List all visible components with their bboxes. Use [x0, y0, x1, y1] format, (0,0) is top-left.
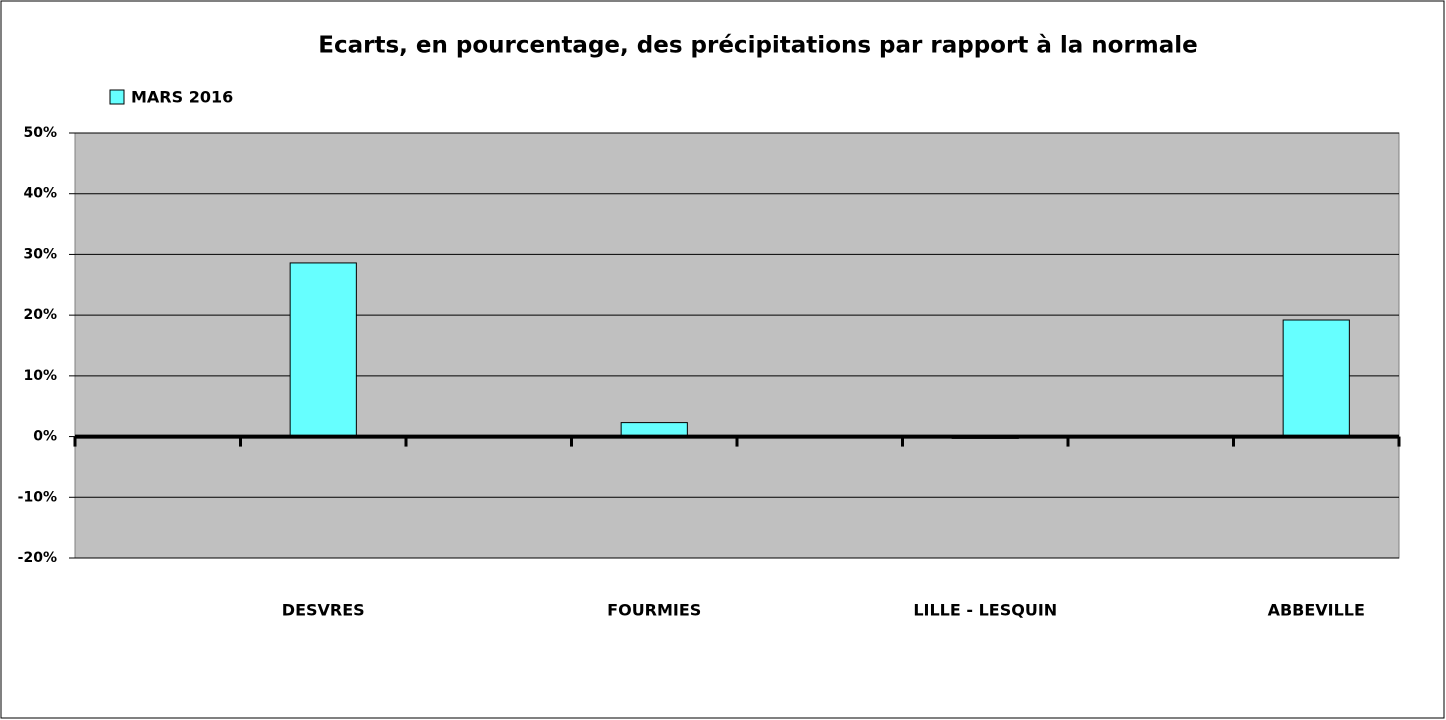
- y-tick-label: 30%: [23, 246, 57, 262]
- y-tick-label: 40%: [23, 186, 57, 202]
- bar: [289, 262, 357, 438]
- y-tick-label: -10%: [18, 489, 57, 505]
- x-tick-label: LILLE - LESQUIN: [913, 601, 1057, 620]
- x-tick-label: FOURMIES: [607, 601, 701, 620]
- legend-label: MARS 2016: [131, 88, 233, 107]
- x-tick-label: DESVRES: [282, 601, 365, 620]
- chart-title: Ecarts, en pourcentage, des précipitatio…: [318, 33, 1198, 59]
- y-tick-label: 50%: [23, 125, 57, 141]
- bar: [620, 422, 688, 438]
- y-tick-label: 10%: [23, 368, 57, 384]
- bar: [1282, 319, 1350, 438]
- y-tick-label: -20%: [18, 550, 57, 566]
- y-tick-label: 20%: [23, 307, 57, 323]
- plot-area: [74, 132, 1400, 559]
- x-tick-label: ABBEVILLE: [1268, 601, 1365, 620]
- y-tick-label: 0%: [33, 429, 57, 445]
- legend-swatch: [109, 89, 125, 105]
